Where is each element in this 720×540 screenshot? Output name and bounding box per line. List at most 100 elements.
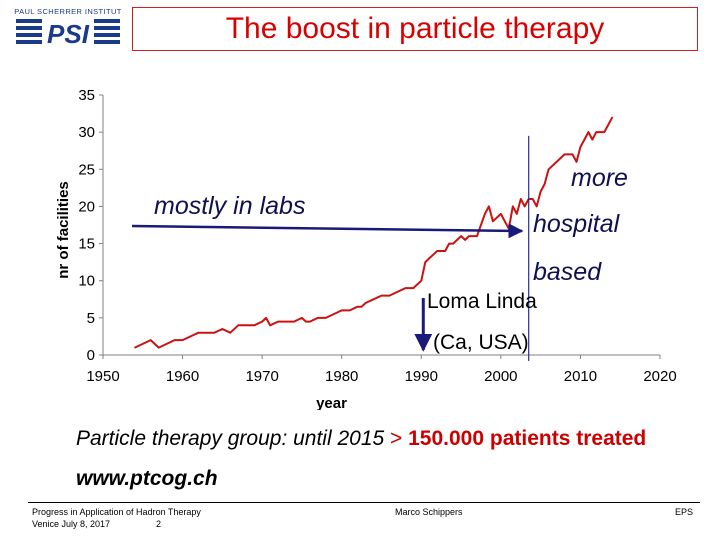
annotation-ca-usa: (Ca, USA) xyxy=(433,331,529,354)
x-tick-label: 1950 xyxy=(86,368,119,385)
data-point xyxy=(261,320,263,323)
data-point xyxy=(388,294,391,297)
data-point xyxy=(349,309,351,312)
data-point xyxy=(189,335,192,338)
patients-statement: Particle therapy group: until 2015 > 150… xyxy=(76,427,646,451)
logo-mark: PSI xyxy=(47,19,90,49)
data-point xyxy=(595,131,597,133)
transition-arrow xyxy=(131,223,524,239)
data-point xyxy=(333,313,335,315)
stat-value: 150.000 patients treated xyxy=(402,427,647,450)
data-point xyxy=(213,332,215,334)
data-point xyxy=(571,153,574,156)
data-point xyxy=(253,324,255,326)
annotation-more: more xyxy=(571,164,628,192)
data-point xyxy=(484,213,486,215)
data-point xyxy=(492,220,494,222)
series-line xyxy=(134,116,614,349)
annotation-based: based xyxy=(533,258,602,286)
data-point xyxy=(293,320,295,323)
data-point xyxy=(301,317,303,319)
data-point xyxy=(404,287,406,289)
logo-institute-text: PAUL SCHERRER INSTITUT xyxy=(14,7,122,16)
data-point xyxy=(603,131,605,133)
y-tick-label: 20 xyxy=(78,198,95,215)
data-point xyxy=(174,339,176,341)
stat-prefix: Particle therapy group: until 2015 xyxy=(76,427,391,450)
data-point xyxy=(448,242,450,245)
data-point xyxy=(468,235,470,237)
data-point xyxy=(265,317,267,319)
data-point xyxy=(544,183,546,185)
footer-author: Marco Schippers xyxy=(395,507,463,517)
data-point xyxy=(444,250,446,252)
data-point xyxy=(500,213,502,215)
stat-arrow: > xyxy=(390,427,403,450)
data-point xyxy=(237,324,239,326)
data-point xyxy=(512,205,514,208)
data-point xyxy=(452,242,454,245)
data-point xyxy=(269,324,271,326)
data-point xyxy=(536,205,538,208)
data-point xyxy=(464,239,466,241)
data-point xyxy=(305,320,307,323)
title-box: The boost in particle therapy xyxy=(132,7,698,51)
data-point xyxy=(205,332,208,334)
data-point xyxy=(428,257,430,260)
data-point xyxy=(197,332,200,334)
data-point xyxy=(364,302,367,304)
data-point xyxy=(372,298,375,300)
annotation-loma-linda: Loma Linda xyxy=(427,290,537,313)
data-point xyxy=(504,220,506,222)
data-point xyxy=(460,235,462,237)
x-axis-label: year xyxy=(316,395,347,410)
data-point xyxy=(575,161,578,163)
data-point xyxy=(134,346,136,349)
logo-mark-bg xyxy=(42,17,94,47)
data-point xyxy=(158,346,160,349)
x-tick-label: 1990 xyxy=(405,368,438,385)
x-tick-label: 2020 xyxy=(643,368,676,385)
data-point xyxy=(488,205,490,208)
annotation-mostly-in-labs: mostly in labs xyxy=(154,192,306,220)
data-point xyxy=(221,328,223,330)
data-point xyxy=(524,205,526,208)
data-point xyxy=(591,138,593,141)
data-point xyxy=(540,190,542,193)
data-point xyxy=(548,168,550,170)
facilities-chart: 0 5 10 15 20 25 30 35 1950 1960 1970 1980 1990 2000 20… xyxy=(55,87,677,410)
y-tick-label: 0 xyxy=(87,347,95,364)
x-tick-label: 2000 xyxy=(484,368,517,385)
y-tick-label: 5 xyxy=(87,310,95,327)
data-point xyxy=(285,320,287,323)
data-point xyxy=(563,153,566,156)
footer-divider xyxy=(28,502,700,503)
x-tick-label: 1960 xyxy=(166,368,199,385)
y-tick-label: 15 xyxy=(78,236,95,253)
y-tick-label: 25 xyxy=(78,161,95,178)
x-tick-label: 2010 xyxy=(564,368,597,385)
data-point xyxy=(229,332,231,334)
y-tick-label: 10 xyxy=(78,273,95,290)
data-point xyxy=(325,317,327,319)
data-point xyxy=(424,261,426,263)
data-point xyxy=(476,235,478,237)
data-point xyxy=(181,339,184,341)
data-point xyxy=(532,198,534,200)
ptcog-link[interactable]: www.ptcog.ch xyxy=(76,467,218,490)
x-tick-label: 1970 xyxy=(245,368,278,385)
footer-conference: Progress in Application of Hadron Therap… xyxy=(32,507,201,517)
footer-date: Venice July 8, 2017 xyxy=(32,519,111,529)
page-title: The boost in particle therapy xyxy=(225,12,605,45)
data-point xyxy=(150,339,152,341)
data-point xyxy=(245,324,247,326)
data-point xyxy=(412,287,414,289)
data-point xyxy=(396,291,399,293)
data-point xyxy=(380,294,383,297)
data-point xyxy=(555,161,558,163)
data-point xyxy=(516,213,518,215)
y-tick-label: 35 xyxy=(78,87,95,104)
data-point xyxy=(472,235,474,237)
data-point xyxy=(361,306,363,308)
y-tick-label: 30 xyxy=(78,124,95,141)
